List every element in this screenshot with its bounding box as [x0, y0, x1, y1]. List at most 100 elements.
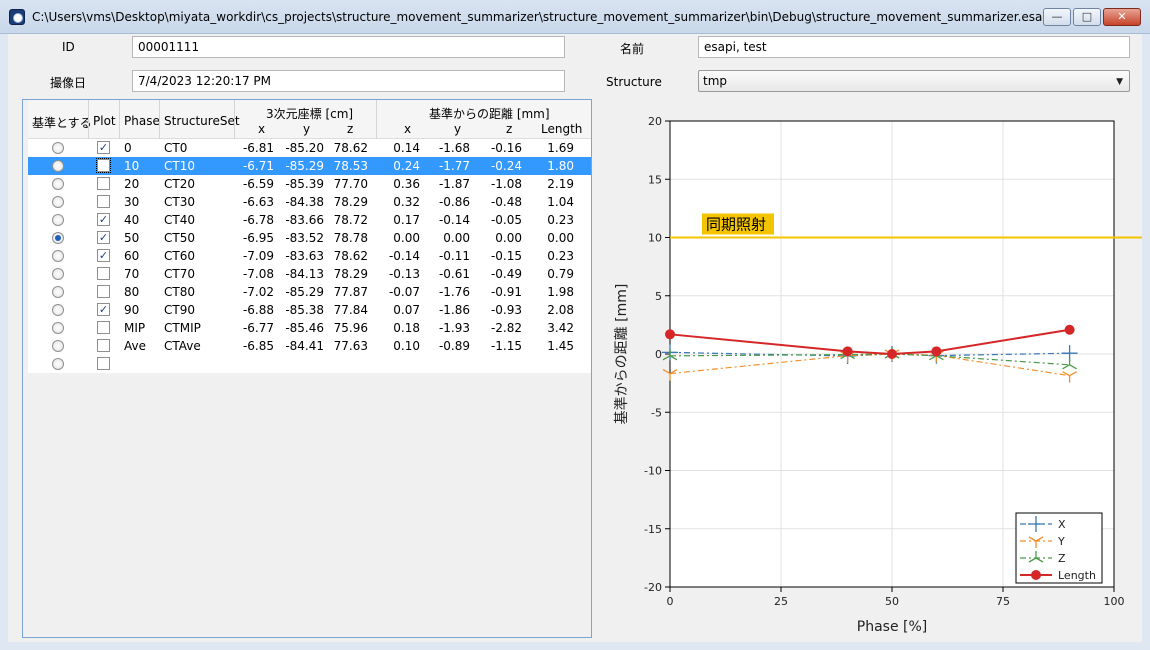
- dist-z-cell: -0.15: [490, 249, 522, 263]
- close-button[interactable]: ✕: [1103, 8, 1141, 26]
- table-row[interactable]: Ave CTAve -6.85 -84.41 77.63 0.10 -0.89 -1.15 1.…: [28, 337, 591, 355]
- structureset-cell: CTMIP: [164, 321, 201, 335]
- distance-chart: -20 -15 -10 -5 0 5 10 15 20 0 25 50 75 100 同期照射 Phase […: [598, 99, 1142, 641]
- length-cell: 2.19: [547, 177, 574, 191]
- plot-checkbox[interactable]: [97, 339, 110, 352]
- col-header-length[interactable]: Length: [541, 122, 583, 136]
- table-row[interactable]: [28, 355, 591, 373]
- table-row[interactable]: ✓ 50 CT50 -6.95 -83.52 78.78 0.00 0.00 0.00 0.00: [28, 229, 591, 247]
- plot-checkbox[interactable]: [97, 177, 110, 190]
- reference-radio[interactable]: [52, 358, 64, 370]
- plot-checkbox[interactable]: ✓: [97, 213, 110, 226]
- phase-table[interactable]: 基準とする Plot Phase StructureSet 3次元座標 [cm]…: [22, 99, 592, 638]
- marker-y: [1028, 536, 1044, 548]
- x-tick-label: 0: [667, 595, 674, 608]
- column-divider: [159, 100, 160, 139]
- col-header-cz[interactable]: z: [347, 122, 354, 136]
- coord-y-cell: -84.38: [285, 195, 324, 209]
- x-axis-label: Phase [%]: [857, 619, 927, 635]
- structureset-cell: CT40: [164, 213, 195, 227]
- table-row[interactable]: 70 CT70 -7.08 -84.13 78.29 -0.13 -0.61 -0.49 0.7…: [28, 265, 591, 283]
- structureset-cell: CT10: [164, 159, 195, 173]
- plot-checkbox[interactable]: [97, 195, 110, 208]
- name-field[interactable]: esapi, test: [698, 36, 1130, 58]
- table-header: 基準とする Plot Phase StructureSet 3次元座標 [cm]…: [28, 100, 591, 139]
- reference-radio[interactable]: [52, 286, 64, 298]
- coord-y-cell: -83.63: [285, 249, 324, 263]
- date-label: 撮像日: [50, 76, 87, 90]
- dist-z-cell: -0.93: [490, 303, 522, 317]
- table-row[interactable]: 10 CT10 -6.71 -85.29 78.53 0.24 -1.77 -0.24 1.80: [28, 157, 591, 175]
- minimize-button[interactable]: —: [1043, 8, 1071, 26]
- dist-y-cell: -0.86: [438, 195, 470, 209]
- reference-label: 同期照射: [706, 216, 766, 234]
- marker-z: [1028, 551, 1044, 563]
- col-header-phase[interactable]: Phase: [124, 114, 160, 128]
- x-tick-label: 50: [885, 595, 899, 608]
- reference-radio[interactable]: [52, 232, 64, 244]
- reference-radio[interactable]: [52, 196, 64, 208]
- table-row[interactable]: 80 CT80 -7.02 -85.29 77.87 -0.07 -1.76 -0.91 1.9…: [28, 283, 591, 301]
- reference-radio[interactable]: [52, 340, 64, 352]
- table-row[interactable]: ✓ 90 CT90 -6.88 -85.38 77.84 0.07 -1.86 -0.93 2.0…: [28, 301, 591, 319]
- plot-checkbox[interactable]: [96, 158, 111, 173]
- table-row[interactable]: 30 CT30 -6.63 -84.38 78.29 0.32 -0.86 -0.48 1.04: [28, 193, 591, 211]
- coord-y-cell: -84.13: [285, 267, 324, 281]
- x-tick-label: 25: [774, 595, 788, 608]
- col-header-reference[interactable]: 基準とする: [32, 116, 92, 130]
- col-header-cx[interactable]: x: [258, 122, 266, 136]
- reference-radio[interactable]: [52, 160, 64, 172]
- table-row[interactable]: 20 CT20 -6.59 -85.39 77.70 0.36 -1.87 -1.08 2.19: [28, 175, 591, 193]
- table-row[interactable]: ✓ 40 CT40 -6.78 -83.66 78.72 0.17 -0.14 -0.05 0.2…: [28, 211, 591, 229]
- coord-x-cell: -7.08: [242, 267, 274, 281]
- title-bar: C:\Users\vms\Desktop\miyata_workdir\cs_p…: [0, 0, 1150, 34]
- structure-select[interactable]: tmp ▼: [698, 70, 1130, 92]
- col-header-cy[interactable]: y: [303, 122, 311, 136]
- plot-checkbox[interactable]: ✓: [97, 249, 110, 262]
- dist-z-cell: -1.15: [490, 339, 522, 353]
- length-cell: 2.08: [547, 303, 574, 317]
- date-field[interactable]: 7/4/2023 12:20:17 PM: [132, 70, 565, 92]
- plot-checkbox[interactable]: [97, 285, 110, 298]
- plot-checkbox[interactable]: ✓: [97, 231, 110, 244]
- id-field[interactable]: 00001111: [132, 36, 565, 58]
- coord-x-cell: -6.71: [242, 159, 274, 173]
- coord-x-cell: -6.77: [242, 321, 274, 335]
- marker-z: [1062, 357, 1077, 370]
- dist-y-cell: -0.11: [438, 249, 470, 263]
- col-header-structureset[interactable]: StructureSet: [164, 114, 240, 128]
- col-header-dx[interactable]: x: [404, 122, 412, 136]
- reference-radio[interactable]: [52, 214, 64, 226]
- reference-radio[interactable]: [52, 250, 64, 262]
- col-header-dy[interactable]: y: [454, 122, 462, 136]
- reference-radio[interactable]: [52, 322, 64, 334]
- col-header-dz[interactable]: z: [506, 122, 513, 136]
- coord-y-cell: -83.52: [285, 231, 324, 245]
- table-row[interactable]: ✓ 60 CT60 -7.09 -83.63 78.62 -0.14 -0.11 -0.15 0.…: [28, 247, 591, 265]
- plot-checkbox[interactable]: [97, 357, 110, 370]
- reference-radio[interactable]: [52, 142, 64, 154]
- coord-x-cell: -7.02: [242, 285, 274, 299]
- marker-length: [842, 346, 853, 357]
- plot-checkbox[interactable]: [97, 321, 110, 334]
- dist-x-cell: 0.14: [393, 141, 420, 155]
- reference-radio[interactable]: [52, 304, 64, 316]
- marker-x: [1028, 516, 1044, 532]
- structureset-cell: CT20: [164, 177, 195, 191]
- col-header-plot[interactable]: Plot: [93, 114, 116, 128]
- plot-checkbox[interactable]: ✓: [97, 303, 110, 316]
- table-row[interactable]: MIP CTMIP -6.77 -85.46 75.96 0.18 -1.93 -2.82 3.…: [28, 319, 591, 337]
- maximize-button[interactable]: □: [1073, 8, 1101, 26]
- reference-radio[interactable]: [52, 178, 64, 190]
- plot-checkbox[interactable]: ✓: [97, 141, 110, 154]
- chevron-down-icon[interactable]: ▼: [1116, 77, 1123, 87]
- dist-z-cell: -0.16: [490, 141, 522, 155]
- table-row[interactable]: ✓ 0 CT0 -6.81 -85.20 78.62 0.14 -1.68 -0.16 1.69: [28, 139, 591, 157]
- reference-radio[interactable]: [52, 268, 64, 280]
- column-divider: [88, 100, 89, 139]
- plot-checkbox[interactable]: [97, 267, 110, 280]
- y-tick-label: 20: [648, 115, 662, 128]
- name-label: 名前: [620, 42, 645, 56]
- marker-length: [931, 346, 942, 357]
- phase-cell: 90: [124, 303, 140, 317]
